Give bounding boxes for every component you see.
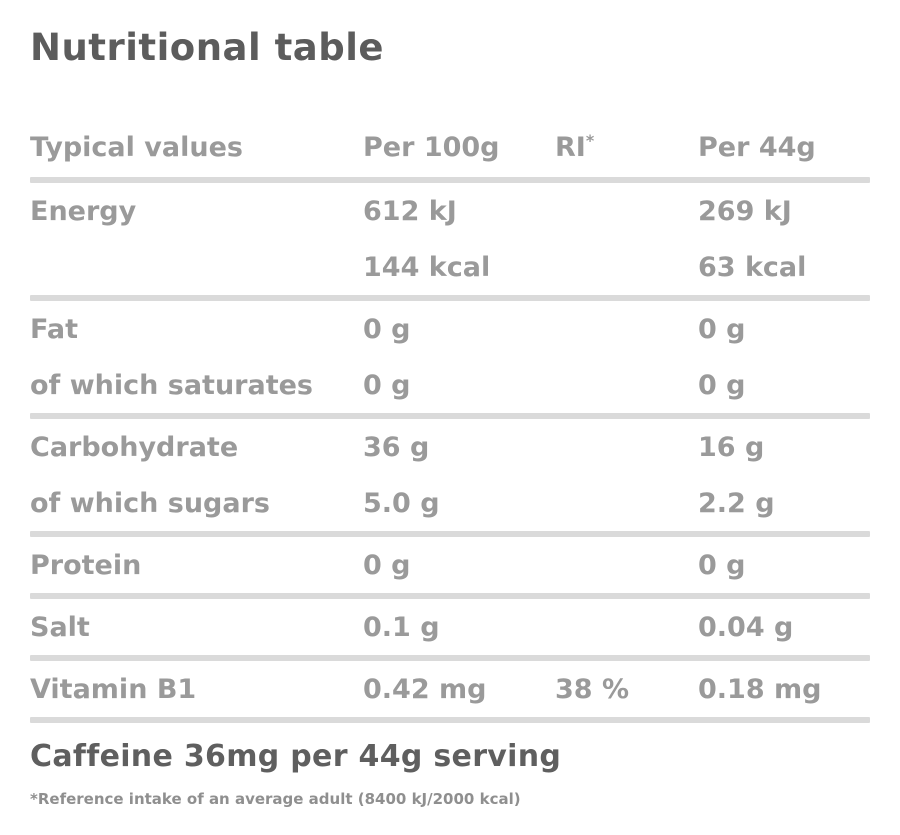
row-label: Carbohydrate — [30, 431, 239, 463]
row-label: Fat — [30, 313, 78, 345]
divider-under-protein — [30, 593, 870, 599]
divider-under-saturates — [30, 413, 870, 419]
value-per-100g: 144 kcal — [363, 251, 491, 283]
row-label: of which saturates — [30, 369, 313, 401]
value-per-100g: 0.42 mg — [363, 673, 487, 705]
header-per-100g: Per 100g — [363, 132, 500, 163]
value-per-44g: 0.18 mg — [698, 673, 822, 705]
value-per-44g: 16 g — [698, 431, 765, 463]
caffeine-note: Caffeine 36mg per 44g serving — [30, 739, 562, 774]
table-row-vitamin-b1: Vitamin B1 0.42 mg 38 % 0.18 mg — [30, 661, 870, 717]
value-per-44g: 269 kJ — [698, 195, 792, 227]
row-label: of which sugars — [30, 487, 270, 519]
value-per-100g: 36 g — [363, 431, 430, 463]
table-row-protein: Protein 0 g 0 g — [30, 537, 870, 593]
row-label: Energy — [30, 195, 137, 227]
row-label: Salt — [30, 611, 90, 643]
header-ri: RI* — [555, 132, 698, 163]
table-row-sugars: of which sugars 5.0 g 2.2 g — [30, 475, 870, 531]
header-typical-values: Typical values — [30, 132, 243, 163]
divider-under-salt — [30, 655, 870, 661]
nutrition-table: Typical values Per 100g RI* Per 44g Ener… — [30, 101, 870, 723]
value-per-44g: 0.04 g — [698, 611, 794, 643]
divider-under-vitamin-b1 — [30, 717, 870, 723]
row-label: Protein — [30, 549, 142, 581]
value-per-44g: 0 g — [698, 369, 746, 401]
value-per-100g: 0 g — [363, 313, 411, 345]
table-row-energy-kcal: 144 kcal 63 kcal — [30, 239, 870, 295]
table-row-salt: Salt 0.1 g 0.04 g — [30, 599, 870, 655]
divider-under-energy — [30, 295, 870, 301]
row-label: Vitamin B1 — [30, 673, 197, 705]
value-per-44g: 63 kcal — [698, 251, 807, 283]
value-per-100g: 612 kJ — [363, 195, 457, 227]
table-row-energy-kj: Energy 612 kJ 269 kJ — [30, 183, 870, 239]
value-per-100g: 5.0 g — [363, 487, 440, 519]
header-per-44g: Per 44g — [698, 132, 816, 163]
value-per-44g: 0 g — [698, 549, 746, 581]
value-per-100g: 0 g — [363, 369, 411, 401]
table-row-saturates: of which saturates 0 g 0 g — [30, 357, 870, 413]
value-per-44g: 0 g — [698, 313, 746, 345]
divider-under-header — [30, 177, 870, 183]
page-title: Nutritional table — [30, 26, 385, 69]
header-ri-text: RI — [555, 132, 586, 163]
value-per-44g: 2.2 g — [698, 487, 775, 519]
header-ri-asterisk: * — [585, 131, 595, 150]
divider-under-sugars — [30, 531, 870, 537]
table-row-carbohydrate: Carbohydrate 36 g 16 g — [30, 419, 870, 475]
reference-intake-footnote: *Reference intake of an average adult (8… — [30, 790, 521, 808]
table-header-row: Typical values Per 100g RI* Per 44g — [30, 101, 870, 177]
value-per-100g: 0.1 g — [363, 611, 440, 643]
value-per-100g: 0 g — [363, 549, 411, 581]
table-row-fat: Fat 0 g 0 g — [30, 301, 870, 357]
value-ri: 38 % — [555, 673, 630, 705]
